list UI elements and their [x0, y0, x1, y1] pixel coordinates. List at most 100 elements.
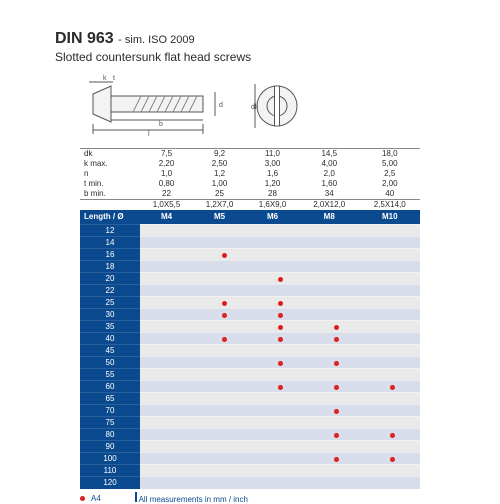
length-row: 22 — [80, 284, 420, 296]
spec-label: t min. — [80, 179, 140, 189]
availability-dot-icon — [278, 361, 283, 366]
legend-label: A4 — [91, 494, 101, 503]
length-row: 70 — [80, 404, 420, 416]
availability-dot-icon — [334, 457, 339, 462]
svg-text:t: t — [113, 75, 115, 82]
spec-value: 9,2 — [193, 149, 246, 160]
length-value: 120 — [80, 476, 140, 489]
spec-value: 40 — [359, 189, 420, 200]
spec-bx: 2,5X14,0 — [359, 200, 420, 211]
availability-cell — [252, 476, 308, 489]
length-row: 100 — [80, 452, 420, 464]
spec-value: 1,2 — [193, 169, 246, 179]
length-row: 20 — [80, 272, 420, 284]
spec-value: 14,5 — [299, 149, 359, 160]
svg-text:k: k — [103, 75, 107, 82]
availability-dot-icon — [222, 301, 227, 306]
legend: A4 All measurements in mm / inch — [80, 492, 420, 504]
availability-dot-icon — [278, 337, 283, 342]
length-row: 25 — [80, 296, 420, 308]
size-header: M10 — [359, 210, 420, 224]
availability-dot-icon — [334, 385, 339, 390]
svg-text:l: l — [148, 131, 150, 138]
spec-value: 2,20 — [140, 159, 193, 169]
length-row: 75 — [80, 416, 420, 428]
screw-front-view-icon: dk — [251, 76, 303, 136]
spec-bx: 2,0X12,0 — [299, 200, 359, 211]
length-row: 30 — [80, 308, 420, 320]
length-row: 110 — [80, 464, 420, 476]
spec-value: 2,00 — [359, 179, 420, 189]
spec-value: 1,0 — [140, 169, 193, 179]
spec-bx: 1,6X9,0 — [246, 200, 299, 211]
length-row: 40 — [80, 332, 420, 344]
svg-text:b: b — [159, 121, 163, 128]
title-main: DIN 963 — [55, 30, 114, 47]
spec-value: 18,0 — [359, 149, 420, 160]
length-row: 14 — [80, 236, 420, 248]
availability-dot-icon — [278, 277, 283, 282]
availability-dot-icon — [278, 385, 283, 390]
spec-value: 34 — [299, 189, 359, 200]
subtitle: Slotted countersunk flat head screws — [55, 50, 445, 64]
spec-table: dk7,59,211,014,518,0k max.2,202,503,004,… — [80, 148, 420, 224]
availability-dot-icon — [334, 409, 339, 414]
spec-value: 1,00 — [193, 179, 246, 189]
length-header: Length / Ø — [80, 210, 140, 224]
length-row: 80 — [80, 428, 420, 440]
spec-value: 0,80 — [140, 179, 193, 189]
spec-label: b min. — [80, 189, 140, 200]
spec-value: 11,0 — [246, 149, 299, 160]
availability-cell — [364, 476, 420, 489]
availability-dot-icon — [334, 433, 339, 438]
availability-dot-icon — [222, 337, 227, 342]
availability-dot-icon — [390, 457, 395, 462]
svg-text:d: d — [219, 102, 223, 109]
availability-dot-icon — [334, 361, 339, 366]
length-row: 65 — [80, 392, 420, 404]
spec-value: 1,20 — [246, 179, 299, 189]
availability-cell — [140, 476, 196, 489]
availability-cell — [196, 476, 252, 489]
length-row: 60 — [80, 380, 420, 392]
length-row: 12 — [80, 224, 420, 236]
availability-dot-icon — [390, 433, 395, 438]
spec-value: 25 — [193, 189, 246, 200]
spec-value: 7,5 — [140, 149, 193, 160]
size-header: M6 — [246, 210, 299, 224]
availability-cell — [308, 476, 364, 489]
availability-dot-icon — [334, 337, 339, 342]
length-row: 50 — [80, 356, 420, 368]
length-row: 18 — [80, 260, 420, 272]
size-header: M8 — [299, 210, 359, 224]
availability-dot-icon — [278, 325, 283, 330]
availability-dot-icon — [334, 325, 339, 330]
length-row: 45 — [80, 344, 420, 356]
availability-dot-icon — [278, 301, 283, 306]
technical-drawing: l b k t d dk — [55, 74, 445, 138]
screw-side-view-icon: l b k t d — [83, 74, 233, 138]
svg-text:dk: dk — [251, 104, 259, 111]
length-row: 120 — [80, 476, 420, 488]
spec-value: 1,60 — [299, 179, 359, 189]
spec-value: 28 — [246, 189, 299, 200]
length-row: 16 — [80, 248, 420, 260]
legend-bar-icon — [135, 492, 137, 502]
availability-dot-icon — [278, 313, 283, 318]
title-tail: - sim. ISO 2009 — [118, 34, 194, 46]
spec-label: k max. — [80, 159, 140, 169]
spec-bx: 1,0X5,5 — [140, 200, 193, 211]
spec-value: 5,00 — [359, 159, 420, 169]
spec-value: 1,6 — [246, 169, 299, 179]
spec-label: n — [80, 169, 140, 179]
spec-value: 4,00 — [299, 159, 359, 169]
title-block: DIN 963 - sim. ISO 2009 Slotted counters… — [55, 30, 445, 64]
availability-dot-icon — [390, 385, 395, 390]
spec-bx: 1,2X7,0 — [193, 200, 246, 211]
availability-dot-icon — [222, 253, 227, 258]
spec-label: dk — [80, 149, 140, 160]
size-header: M4 — [140, 210, 193, 224]
length-grid: 1214161820222530354045505560657075809010… — [80, 224, 420, 488]
spec-value: 2,5 — [359, 169, 420, 179]
size-header: M5 — [193, 210, 246, 224]
